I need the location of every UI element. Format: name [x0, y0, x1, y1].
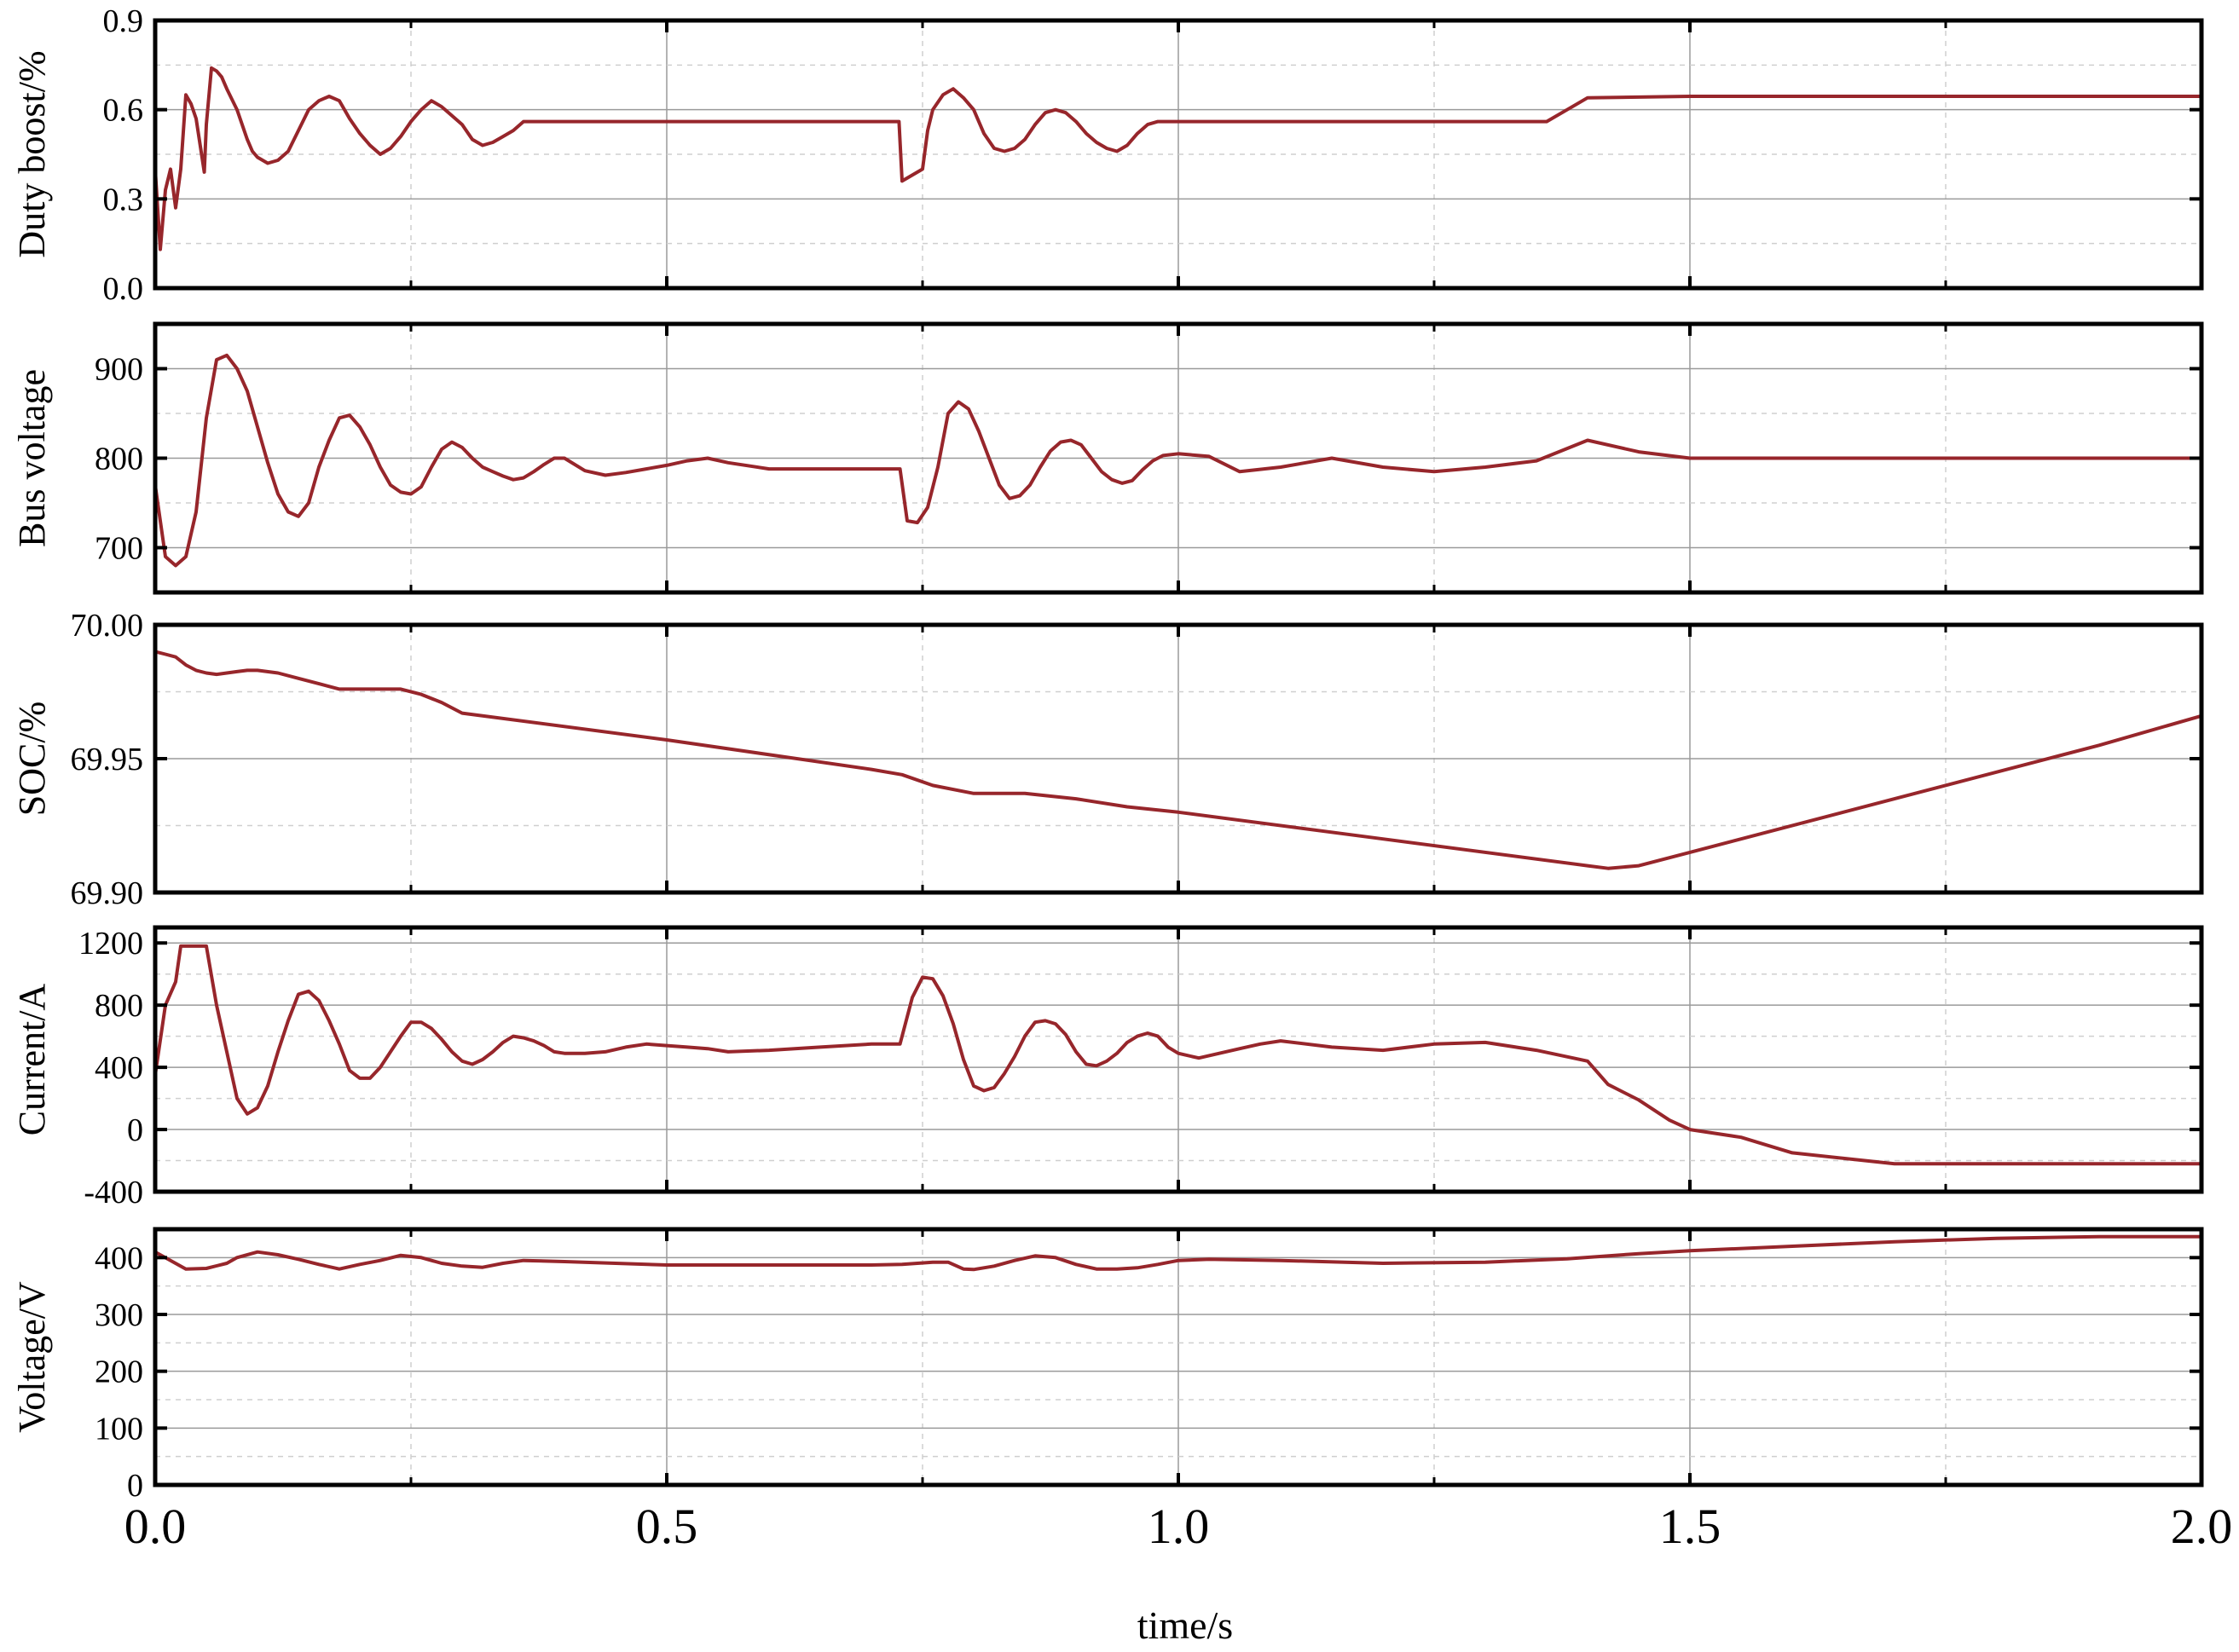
y-tick-label: 69.95 — [71, 742, 144, 777]
y-tick-label: 0.3 — [103, 182, 144, 217]
y-tick-label: 69.90 — [71, 875, 144, 911]
series-line-voltage — [154, 1234, 2201, 1272]
y-tick-label: 300 — [95, 1297, 143, 1333]
y-tick-label: 0 — [127, 1468, 143, 1504]
series-line-current — [153, 944, 2201, 1166]
x-tick-label: 1.5 — [1659, 1499, 1721, 1554]
series-line-bus-voltage — [153, 353, 2201, 568]
panel-soc: 69.90 69.95 70.00 SOC/% — [11, 608, 2204, 911]
y-tick-label: 0 — [127, 1112, 143, 1148]
x-tick-label: 0.5 — [636, 1499, 698, 1554]
x-tick-label: 1.0 — [1148, 1499, 1210, 1554]
y-tick-label: 200 — [95, 1355, 143, 1390]
panel-voltage: 0 100 200 300 400 Voltage/V — [11, 1227, 2204, 1504]
y-tick-label: 700 — [95, 531, 143, 567]
y-tick-label: -400 — [84, 1175, 143, 1210]
series-line-duty-boost — [153, 66, 2201, 251]
y-tick-label: 400 — [95, 1050, 143, 1086]
y-axis-label-voltage: Voltage/V — [11, 1281, 53, 1433]
y-tick-label: 100 — [95, 1411, 143, 1447]
y-tick-label: 0.6 — [103, 93, 144, 129]
panel-current: -400 0 400 800 1200 Current/A — [11, 925, 2204, 1210]
y-tick-label: 70.00 — [71, 608, 144, 644]
y-tick-label: 0.9 — [103, 3, 144, 39]
y-tick-label: 0.0 — [103, 271, 144, 307]
panel-duty-boost: 0.0 0.3 0.6 0.9 Duty boost/% — [11, 3, 2204, 307]
series-line-soc — [154, 650, 2202, 870]
y-axis-label-bus-voltage: Bus voltage — [11, 369, 53, 547]
y-tick-label: 800 — [95, 988, 143, 1024]
y-tick-label: 900 — [95, 352, 143, 388]
y-axis-label-soc: SOC/% — [11, 702, 53, 816]
x-tick-label: 0.0 — [124, 1499, 187, 1554]
y-tick-label: 400 — [95, 1240, 143, 1276]
y-axis-label-current: Current/A — [11, 984, 53, 1136]
x-axis-label: time/s — [1137, 1603, 1233, 1647]
x-tick-label: 2.0 — [2171, 1499, 2233, 1554]
y-tick-label: 1200 — [78, 926, 143, 962]
y-axis-label-duty-boost: Duty boost/% — [11, 50, 53, 257]
panel-bus-voltage: 700 800 900 Bus voltage — [11, 321, 2204, 595]
y-tick-label: 800 — [95, 442, 143, 477]
